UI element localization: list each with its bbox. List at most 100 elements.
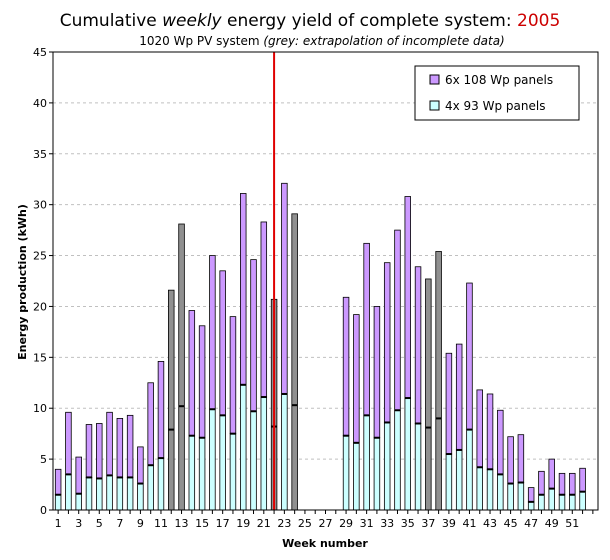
bar-week-39 (445, 352, 453, 511)
x-tick-label: 37 (421, 517, 435, 530)
bar-segment-lower (240, 384, 247, 511)
bar-week-51 (569, 472, 576, 511)
bar-segment-lower (394, 409, 401, 511)
legend-swatch-upper (429, 74, 440, 85)
bar-segment-upper (106, 411, 113, 476)
chart-title-part3: energy yield of complete system: (222, 11, 517, 31)
bar-segment-upper (157, 361, 165, 459)
bar-segment-upper (383, 262, 391, 423)
bar-segment-upper (188, 310, 196, 437)
bar-segment-lower (281, 393, 288, 511)
y-tick-label: 15 (33, 351, 47, 364)
bar-segment-upper (373, 306, 381, 439)
bar-segment-lower (538, 494, 545, 511)
bar-segment-upper (116, 417, 124, 478)
bar-week-12 (168, 289, 175, 511)
bar-week-8 (126, 414, 134, 511)
bar-week-16 (209, 255, 216, 511)
bar-extrapolated (435, 251, 442, 511)
x-tick-label: 49 (545, 517, 559, 530)
bar-week-23 (281, 182, 288, 511)
bar-segment-upper (260, 221, 268, 398)
bar-segment-lower (383, 422, 391, 511)
legend-box (414, 65, 580, 121)
bar-segment-lower (558, 494, 566, 511)
x-tick-label: 19 (236, 517, 250, 530)
plot-area (53, 52, 598, 510)
bar-week-13 (178, 223, 185, 511)
bar-week-43 (486, 393, 494, 511)
bar-extrapolated (168, 289, 175, 511)
bar-segment-lower (65, 473, 72, 511)
bar-week-31 (363, 242, 370, 511)
x-tick-label: 43 (483, 517, 497, 530)
x-tick-label: 41 (462, 517, 476, 530)
bar-segment-lower (126, 477, 134, 511)
bar-segment-lower (342, 435, 350, 511)
bar-segment-lower (486, 468, 494, 511)
bar-segment-upper (486, 393, 494, 470)
x-tick-label: 25 (298, 517, 312, 530)
legend-label-upper: 6x 108 Wp panels (445, 73, 553, 87)
bar-segment-upper (229, 316, 237, 435)
bar-segment-lower (527, 501, 535, 511)
bar-segment-upper (363, 242, 370, 416)
bar-week-49 (548, 458, 555, 511)
bar-week-24 (291, 213, 298, 511)
bar-segment-lower (466, 429, 473, 511)
chart-title-year: 2005 (517, 11, 560, 31)
bar-series (54, 182, 586, 511)
y-tick-label: 40 (33, 97, 47, 110)
bar-segment-lower (137, 483, 144, 511)
bar-segment-upper (404, 196, 411, 399)
y-tick-label: 25 (33, 250, 47, 263)
bar-segment-upper (209, 255, 216, 410)
bar-segment-lower (373, 437, 381, 511)
x-tick-label: 3 (75, 517, 82, 530)
x-tick-label: 47 (524, 517, 538, 530)
bar-segment-lower (188, 435, 196, 511)
legend-label-lower: 4x 93 Wp panels (445, 99, 545, 113)
bar-segment-lower (219, 414, 226, 511)
chart-title: Cumulative weekly energy yield of comple… (60, 11, 561, 31)
bar-week-37 (425, 278, 432, 511)
bar-week-7 (116, 417, 124, 511)
bar-segment-upper (466, 282, 473, 430)
bar-week-46 (517, 434, 525, 511)
bar-week-50 (558, 472, 566, 511)
bar-segment-lower (414, 423, 422, 511)
bar-segment-upper (240, 193, 247, 386)
bar-segment-upper (250, 259, 257, 412)
bar-week-44 (497, 409, 504, 511)
x-tick-label: 15 (195, 517, 209, 530)
bar-week-38 (435, 251, 442, 511)
bar-segment-upper (569, 472, 576, 496)
bar-segment-lower (75, 493, 82, 511)
bar-segment-upper (342, 296, 350, 437)
bar-week-2 (65, 411, 72, 511)
bar-segment-upper (548, 458, 555, 490)
bar-segment-upper (96, 423, 103, 479)
x-tick-label: 29 (339, 517, 353, 530)
bar-week-29 (342, 296, 350, 511)
x-tick-label: 23 (277, 517, 291, 530)
bar-segment-lower (260, 396, 268, 511)
bar-segment-lower (147, 464, 154, 511)
bar-week-21 (260, 221, 268, 511)
bar-segment-upper (527, 487, 535, 503)
bar-week-33 (383, 262, 391, 511)
x-tick-label: 39 (442, 517, 456, 530)
bar-extrapolated (178, 223, 185, 511)
bar-segment-upper (137, 446, 144, 484)
bar-segment-lower (250, 410, 257, 511)
bar-week-30 (353, 314, 360, 511)
bar-segment-upper (445, 352, 453, 455)
bar-segment-upper (126, 414, 134, 478)
x-tick-label: 45 (504, 517, 518, 530)
bar-week-42 (476, 389, 483, 511)
bar-week-52 (579, 467, 586, 511)
chart-subtitle: 1020 Wp PV system (grey: extrapolation o… (139, 34, 505, 48)
bar-week-32 (373, 306, 381, 511)
bar-segment-lower (548, 488, 555, 511)
